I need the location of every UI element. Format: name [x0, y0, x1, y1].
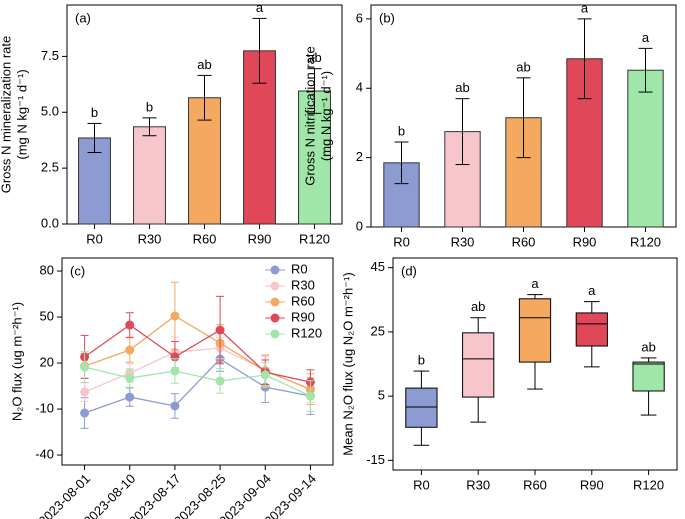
x-tick-label: R120 [299, 231, 330, 246]
significance-letter: ab [307, 50, 321, 65]
y-tick-label: 5.0 [41, 104, 59, 119]
legend-label: R120 [291, 325, 322, 340]
significance-letter: a [531, 276, 539, 291]
series-line [84, 366, 311, 397]
point [215, 325, 225, 335]
significance-letter: ab [455, 80, 469, 95]
legend-label: R60 [291, 293, 315, 308]
significance-letter: ab [197, 57, 211, 72]
box [405, 387, 438, 428]
x-tick-label: R30 [466, 477, 490, 492]
point [80, 387, 90, 397]
x-tick-label: R30 [451, 234, 475, 249]
y-tick-label: -15 [366, 452, 385, 467]
y-tick-label: 50 [40, 308, 54, 323]
x-tick-label: R0 [393, 234, 410, 249]
x-tick-label: R90 [573, 234, 597, 249]
box [632, 361, 665, 392]
point [170, 311, 180, 321]
legend-label: R90 [291, 309, 315, 324]
y-axis-title: (mg N kg⁻¹ d⁻¹) [318, 71, 333, 161]
y-axis-title: (mg N kg⁻¹ d⁻¹) [14, 69, 29, 159]
panel-label: (b) [379, 10, 395, 25]
legend-marker [270, 281, 280, 291]
plot-frame [61, 257, 334, 466]
significance-letter: b [146, 99, 153, 114]
box [462, 332, 495, 398]
x-tick-label: R30 [138, 231, 162, 246]
bar [627, 69, 664, 228]
y-tick-label: 5 [378, 388, 385, 403]
y-tick-label: 80 [40, 262, 54, 277]
x-tick-label: R120 [633, 477, 664, 492]
x-tick-label: 2023-08-01 [36, 471, 94, 519]
x-tick-label: R0 [413, 477, 430, 492]
significance-letter: b [398, 123, 405, 138]
point [125, 373, 135, 383]
y-axis-title: N₂O flux (ug m⁻²h⁻¹) [9, 302, 24, 421]
panel-label: (c) [70, 263, 85, 278]
panel: (a) 0.0 2.5 5.0 7.5 Gross N mineralization ra… [0, 0, 343, 246]
point [80, 408, 90, 418]
point [215, 376, 225, 386]
y-tick-label: 0.0 [41, 215, 59, 230]
panel: (c) -40 -10 20 50 80 N₂O flux (ug m⁻²h⁻¹) 2023-… [9, 257, 334, 519]
x-tick-label: R60 [193, 231, 217, 246]
significance-letter: ab [516, 59, 530, 74]
panel: (d) -15 5 25 45 Mean N₂O flux (ug N₂O m⁻²h⁻¹)… [340, 257, 678, 492]
x-tick-label: R120 [630, 234, 661, 249]
panel-label: (d) [401, 263, 417, 278]
point [260, 370, 270, 380]
point [125, 320, 135, 330]
series-line [84, 358, 311, 414]
panel: (b) 0 2 4 6 Gross N nitrification rate (mg N k… [302, 0, 677, 249]
box [518, 298, 552, 363]
y-axis-title: Gross N mineralization rate [0, 36, 13, 194]
y-tick-label: 25 [371, 323, 385, 338]
legend-label: R30 [291, 277, 315, 292]
legend-marker [270, 329, 280, 339]
significance-letter: a [256, 0, 264, 15]
bar [505, 117, 542, 228]
significance-letter: b [418, 353, 425, 368]
legend-marker [270, 313, 280, 323]
box [575, 312, 608, 347]
series-line [84, 324, 311, 383]
y-tick-label: 6 [356, 10, 363, 25]
significance-letter: ab [471, 299, 485, 314]
legend-label: R0 [291, 261, 308, 276]
point [80, 362, 90, 372]
legend-marker [270, 265, 280, 275]
bar [133, 126, 166, 225]
y-tick-label: 2.5 [41, 160, 59, 175]
y-tick-label: 0 [356, 218, 363, 233]
y-axis-title: Gross N nitrification rate [302, 46, 317, 185]
y-tick-label: -10 [35, 400, 54, 415]
x-tick-label: R60 [512, 234, 536, 249]
significance-letter: a [581, 0, 589, 15]
y-tick-label: 4 [356, 80, 363, 95]
x-tick-label: R60 [523, 477, 547, 492]
point [125, 392, 135, 402]
point [170, 366, 180, 376]
y-axis-title: Mean N₂O flux (ug N₂O m⁻²h⁻¹) [340, 272, 355, 455]
y-tick-label: 20 [40, 354, 54, 369]
point [170, 401, 180, 411]
x-tick-label: R0 [86, 231, 103, 246]
significance-letter: a [642, 30, 650, 45]
significance-letter: a [588, 283, 596, 298]
point [305, 391, 315, 401]
y-tick-label: 45 [371, 259, 385, 274]
significance-letter: b [91, 105, 98, 120]
y-tick-label: -40 [35, 446, 54, 461]
x-tick-label: R90 [248, 231, 272, 246]
y-tick-label: 2 [356, 149, 363, 164]
legend-marker [270, 297, 280, 307]
panel-label: (a) [75, 10, 91, 25]
y-tick-label: 7.5 [41, 48, 59, 63]
x-tick-label: R90 [580, 477, 604, 492]
point [125, 345, 135, 355]
significance-letter: ab [641, 339, 655, 354]
